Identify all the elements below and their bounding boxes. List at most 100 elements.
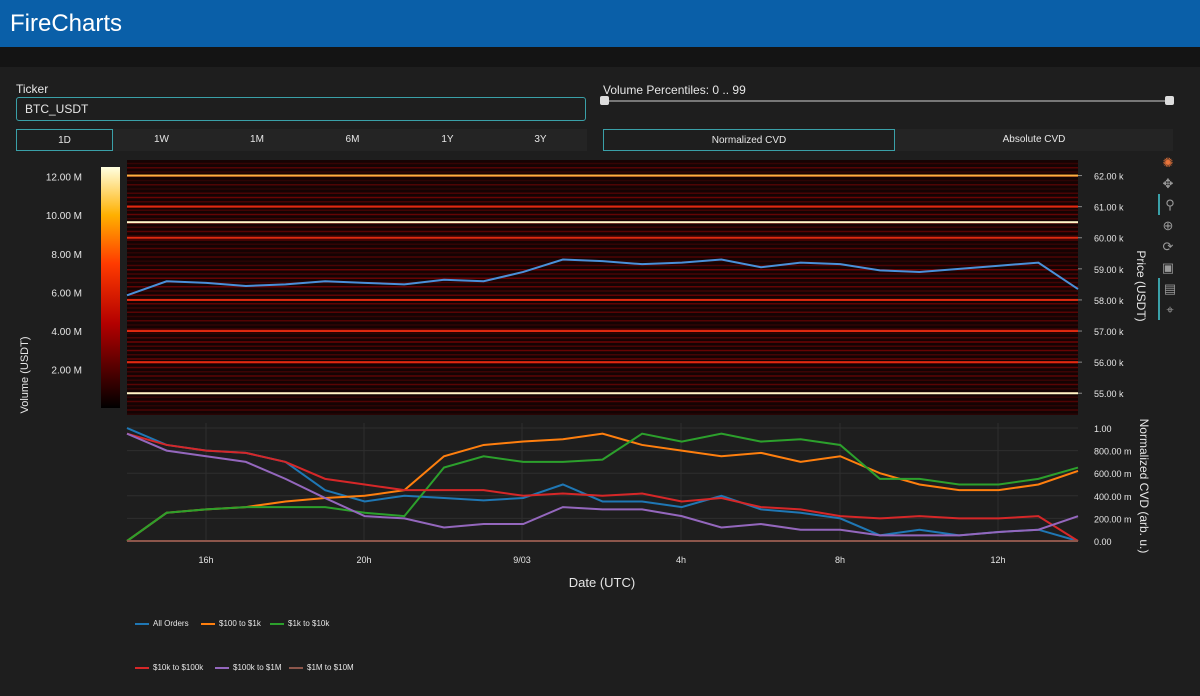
legend-swatch	[215, 666, 229, 669]
heatmap-row	[127, 349, 1078, 352]
cvd-y-tick-label: 200.00 m	[1094, 514, 1132, 524]
colorbar-tick-label: 12.00 M	[46, 173, 82, 184]
heatmap-bands	[127, 162, 1078, 415]
cvd-line-100k-to-1m	[126, 432, 1079, 537]
heatmap-row	[127, 366, 1078, 369]
heatmap-row	[127, 413, 1078, 415]
legend-label: All Orders	[153, 619, 189, 628]
heatmap-row	[127, 332, 1078, 335]
slider-handle-high[interactable]	[1165, 96, 1174, 105]
legend-item[interactable]: $10k to $100k	[135, 663, 203, 672]
tab-6m[interactable]: 6M	[304, 129, 401, 151]
heatmap-row	[127, 209, 1078, 211]
zoom-in-out-icon[interactable]: ⊕	[1162, 218, 1174, 233]
tab-normalized-cvd[interactable]: Normalized CVD	[603, 129, 895, 151]
tab-1y[interactable]: 1Y	[401, 129, 494, 151]
colorbar-tick-label: 2.00 M	[51, 365, 82, 376]
heatmap-row	[127, 188, 1078, 190]
cvd-line-100-to-1k	[126, 432, 1079, 542]
legend-item[interactable]: $100k to $1M	[215, 663, 281, 672]
x-tick-label: 8h	[835, 555, 845, 565]
heatmap-row	[127, 290, 1078, 292]
x-tick-label: 12h	[990, 555, 1005, 565]
legend-item[interactable]: $1k to $10k	[270, 619, 329, 628]
legend-label: $10k to $100k	[153, 663, 204, 672]
heatmap-row	[127, 303, 1078, 305]
heatmap-row	[127, 383, 1078, 386]
chart-toolbar: ✺ ✥ ⚲ ⊕ ⟳ ▣ ▤ ⌖	[1158, 152, 1182, 320]
legend-item[interactable]: $100 to $1k	[201, 619, 261, 628]
slider-handle-low[interactable]	[600, 96, 609, 105]
hover-icon[interactable]: ▤	[1158, 278, 1180, 299]
tab-1m[interactable]: 1M	[210, 129, 304, 151]
cvd-mode-tabs: Normalized CVD Absolute CVD	[603, 129, 1173, 151]
legend-item[interactable]: All Orders	[135, 619, 189, 628]
heatmap-row	[127, 269, 1078, 271]
heatmap-row	[127, 379, 1078, 381]
timeframe-tabs: 1D 1W 1M 6M 1Y 3Y	[16, 129, 587, 151]
legend-swatch	[201, 622, 215, 625]
tab-absolute-cvd[interactable]: Absolute CVD	[895, 129, 1173, 151]
cvd-y-ticks: 0.00 200.00 m 400.00 m 600.00 m 800.00 m 1.00	[1094, 424, 1132, 547]
x-axis-label: Date (UTC)	[569, 575, 635, 590]
plotly-logo-icon[interactable]: ✺	[1162, 155, 1174, 170]
heatmap-row	[127, 409, 1078, 411]
colorbar-label: Volume (USDT)	[19, 336, 31, 413]
heatmap-row	[127, 230, 1078, 233]
legend-item[interactable]: $1M to $10M	[289, 663, 354, 672]
heatmap-row	[127, 371, 1078, 373]
tab-3y[interactable]: 3Y	[494, 129, 587, 151]
heatmap-row	[127, 396, 1078, 398]
legend-swatch	[135, 666, 149, 669]
heatmap-row	[127, 277, 1078, 279]
heatmap-row	[127, 294, 1078, 296]
heatmap-row	[127, 362, 1078, 364]
heatmap-row	[127, 354, 1078, 356]
cvd-line-1k-to-10k	[126, 432, 1079, 542]
price-tick-label: 57.00 k	[1094, 327, 1124, 337]
heatmap-row	[127, 358, 1078, 360]
x-tick-label: 9/03	[513, 555, 531, 565]
heatmap-row	[127, 213, 1078, 216]
colorbar-tick-label: 8.00 M	[51, 250, 82, 261]
price-line	[126, 258, 1079, 297]
pan-icon[interactable]: ✥	[1162, 176, 1174, 191]
heatmap-row	[127, 337, 1078, 339]
legend-label: $100 to $1k	[219, 619, 261, 628]
tab-1w[interactable]: 1W	[113, 129, 210, 151]
volume-percentile-slider[interactable]	[604, 100, 1170, 102]
heatmap-row	[127, 162, 1078, 165]
colorbar-tick-label: 6.00 M	[51, 288, 82, 299]
heatmap-row	[127, 341, 1078, 343]
heatmap-row	[127, 388, 1078, 390]
price-tick-label: 62.00 k	[1094, 172, 1124, 182]
legend-swatch	[289, 666, 303, 669]
heatmap-level	[127, 221, 1078, 224]
heatmap-row	[127, 226, 1078, 228]
zoom-icon[interactable]: ⚲	[1158, 194, 1180, 215]
heatmap-row	[127, 311, 1078, 313]
heatmap-row	[127, 286, 1078, 288]
cvd-y-tick-label: 400.00 m	[1094, 492, 1132, 502]
save-icon[interactable]: ▣	[1161, 260, 1175, 275]
ticker-input[interactable]	[16, 97, 586, 121]
x-tick-label: 4h	[676, 555, 686, 565]
heatmap-row	[127, 235, 1078, 237]
price-tick-label: 61.00 k	[1094, 203, 1124, 213]
heatmap-row	[127, 281, 1078, 284]
price-tick-label: 60.00 k	[1094, 234, 1124, 244]
ticker-label: Ticker	[16, 82, 49, 96]
heatmap-level	[127, 361, 1078, 364]
price-tick-label: 56.00 k	[1094, 358, 1124, 368]
spike-icon[interactable]: ⌖	[1158, 299, 1180, 320]
reset-icon[interactable]: ⟳	[1162, 239, 1174, 254]
price-tick-label: 59.00 k	[1094, 265, 1124, 275]
heatmap-row	[127, 196, 1078, 199]
legend-swatch	[270, 622, 284, 625]
tab-1d[interactable]: 1D	[16, 129, 113, 151]
cvd-line-10k-to-100k	[126, 432, 1079, 542]
colorbar	[101, 167, 120, 408]
heatmap-row	[127, 239, 1078, 241]
heatmap-row	[127, 167, 1078, 169]
